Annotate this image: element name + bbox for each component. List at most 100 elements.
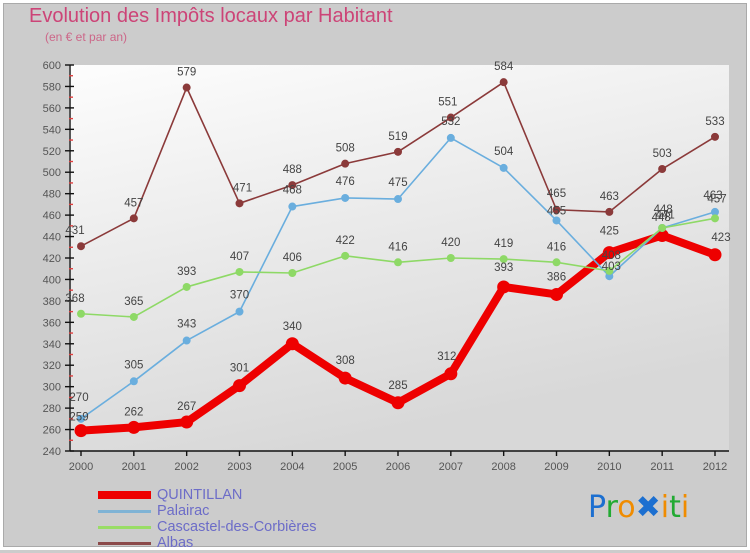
data-point-label: 465 (547, 188, 566, 200)
y-axis-tick-label: 260 (43, 425, 61, 437)
y-axis-tick-label: 520 (43, 146, 61, 158)
data-point (658, 223, 667, 232)
legend-swatch (98, 491, 151, 499)
data-point (499, 255, 508, 264)
data-point (341, 251, 350, 260)
legend-label: QUINTILLAN (157, 487, 243, 503)
data-point-label: 262 (124, 406, 143, 418)
logo-letter: o (617, 490, 636, 525)
y-axis-tick-label: 400 (43, 274, 61, 286)
legend-swatch (98, 509, 151, 513)
data-point (182, 83, 191, 92)
data-point-label: 267 (177, 401, 196, 413)
data-point-label: 393 (177, 266, 196, 278)
legend-item-albas[interactable]: Albas (98, 535, 398, 551)
data-point (288, 181, 297, 190)
y-axis-tick-label: 480 (43, 189, 61, 201)
x-axis-tick-label: 2004 (280, 461, 304, 473)
y-axis-tick-label: 600 (43, 60, 61, 72)
data-point (182, 336, 191, 345)
data-point-label: 448 (652, 212, 671, 224)
data-point (444, 367, 458, 381)
data-point-label: 406 (283, 252, 302, 264)
data-point (77, 309, 85, 318)
x-axis-tick-label: 2010 (597, 461, 621, 473)
data-point (655, 228, 669, 242)
data-point-label: 457 (124, 197, 143, 209)
data-point-label: 370 (230, 290, 249, 302)
x-axis-tick-label: 2000 (69, 461, 93, 473)
data-point (341, 193, 350, 202)
data-point (180, 415, 194, 429)
y-axis-tick-label: 440 (43, 232, 61, 244)
y-axis-tick-label: 560 (43, 103, 61, 115)
legend-item-palairac[interactable]: Palairac (98, 503, 398, 519)
y-axis-tick-label: 300 (43, 382, 61, 394)
data-point (391, 396, 405, 410)
plot-background (69, 65, 729, 451)
data-point-label: 475 (388, 177, 407, 189)
legend-swatch (98, 541, 151, 545)
data-point-label: 455 (547, 205, 566, 217)
data-point (446, 254, 455, 262)
x-axis-tick-label: 2006 (386, 461, 410, 473)
legend-label: Cascastel-des-Corbières (157, 519, 317, 535)
data-point (394, 147, 402, 156)
data-point-label: 368 (65, 293, 84, 305)
y-axis-tick-label: 460 (43, 210, 61, 222)
data-point-label: 488 (283, 164, 302, 176)
data-point-label: 420 (441, 237, 460, 249)
legend-item-quintillan[interactable]: QUINTILLAN (98, 487, 398, 503)
data-point-label: 403 (602, 261, 621, 273)
data-point-label: 301 (230, 363, 249, 375)
data-point (288, 269, 297, 278)
legend-swatch (98, 525, 151, 529)
logo-letter: i (660, 490, 670, 525)
data-point-label: 312 (437, 351, 456, 363)
y-axis-tick-label: 240 (43, 446, 61, 458)
data-point-label: 441 (656, 209, 675, 221)
logo-letter: ✖ (635, 490, 661, 525)
data-point (235, 267, 244, 276)
data-point-label: 476 (336, 176, 355, 188)
data-point (711, 214, 719, 223)
data-point-label: 579 (177, 67, 196, 79)
data-point (605, 207, 614, 216)
data-point-label: 508 (336, 143, 355, 155)
data-point-label: 408 (602, 250, 621, 262)
data-point-label: 393 (494, 262, 513, 274)
line-chart: 240 260 280 300 320 340 360 380 400 420 440 460 480 5… (43, 60, 731, 473)
data-point (285, 337, 299, 351)
data-point-label: 416 (388, 241, 407, 253)
data-point-label: 365 (124, 296, 143, 308)
logo-letter: i (680, 490, 690, 525)
data-point (499, 78, 508, 87)
y-axis-tick-label: 360 (43, 317, 61, 329)
data-point (341, 159, 350, 168)
chart-axes: 240 260 280 300 320 340 360 380 400 420 440 460 480 5… (43, 60, 729, 473)
x-axis-tick-label: 2005 (333, 461, 357, 473)
data-point-label: 425 (600, 226, 619, 238)
data-point-label: 285 (388, 380, 407, 392)
y-axis-tick-label: 580 (43, 81, 61, 93)
x-axis-tick-label: 2011 (650, 461, 674, 473)
legend-item-cascastel-des-corbi-res[interactable]: Cascastel-des-Corbières (98, 519, 398, 535)
data-point-label: 386 (547, 271, 566, 283)
data-point (77, 242, 85, 251)
x-axis-tick-label: 2002 (174, 461, 198, 473)
data-point (605, 266, 614, 275)
y-axis-tick-label: 420 (43, 253, 61, 265)
data-point-label: 422 (336, 235, 355, 247)
y-axis-tick-label: 540 (43, 124, 61, 136)
y-axis-tick-label: 340 (43, 339, 61, 351)
data-point-label: 305 (124, 359, 143, 371)
logo-letter: P (588, 490, 606, 525)
data-point (711, 132, 719, 141)
data-point-label: 416 (547, 241, 566, 253)
proxiti-logo[interactable]: Pro✖iti (588, 490, 689, 525)
legend-label: Albas (157, 535, 194, 551)
logo-letter: t (669, 490, 681, 525)
data-point (77, 414, 85, 423)
data-point (127, 420, 141, 434)
x-axis-tick-label: 2008 (491, 461, 515, 473)
